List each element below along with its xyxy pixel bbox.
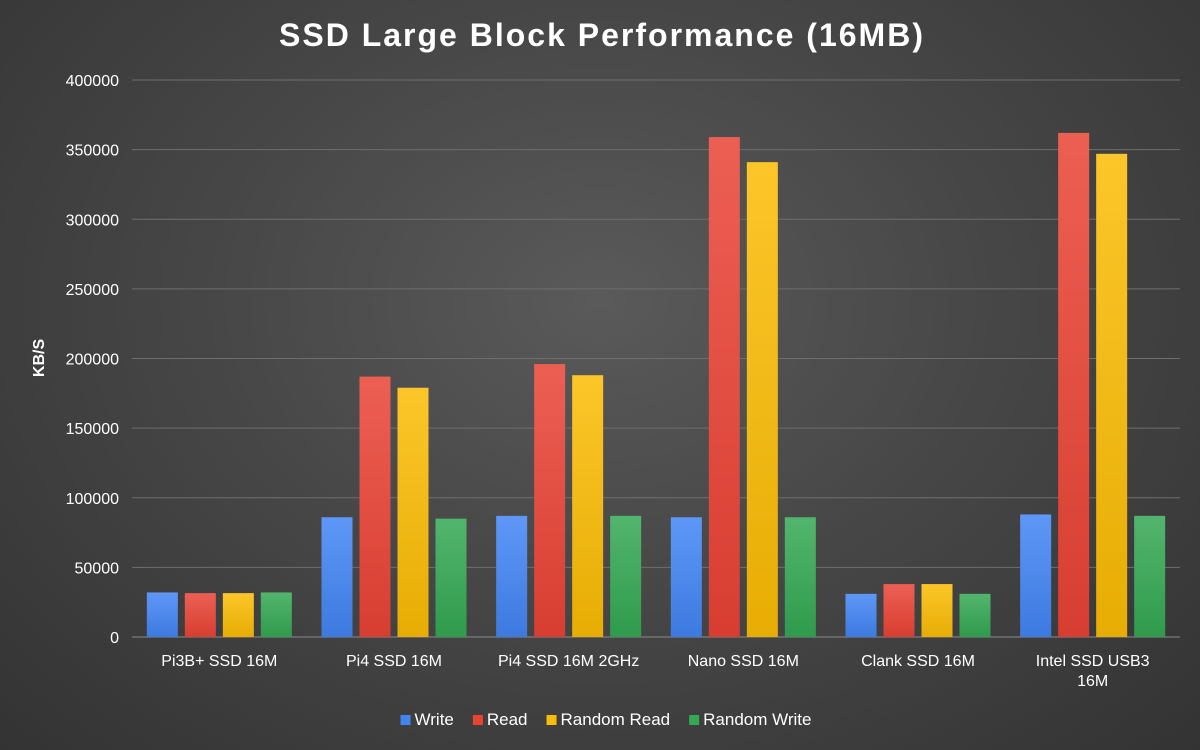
chart-title: SSD Large Block Performance (16MB) [279, 17, 925, 53]
gridlines [132, 79, 1180, 638]
x-axis-ticks: Pi3B+ SSD 16M Pi4 SSD 16M Pi4 SSD 16M 2GHz… [161, 653, 1149, 690]
bar-write [146, 592, 178, 637]
bar-group [146, 592, 292, 637]
y-axis-label: KB/S [31, 339, 48, 378]
bar-random-read [397, 387, 429, 637]
y-tick-label: 250000 [66, 282, 119, 299]
bar-random-read [746, 162, 778, 637]
legend: Write Read Random Read Random Write [400, 710, 811, 729]
y-tick-label: 0 [110, 630, 119, 647]
bar-random-read [572, 375, 604, 637]
y-axis-ticks: 0 50000 100000 150000 200000 250000 300000 3500… [66, 73, 119, 647]
bar-read [1058, 132, 1090, 638]
bars [146, 132, 1166, 638]
legend-label: Write [415, 710, 454, 729]
y-tick-label: 350000 [66, 143, 119, 160]
bar-random-write [435, 518, 467, 637]
bar-random-write [260, 592, 292, 637]
bar-group [845, 584, 991, 637]
y-tick-label: 50000 [75, 560, 120, 577]
bar-group [321, 376, 467, 637]
legend-label: Random Write [703, 710, 811, 729]
bar-group [496, 364, 642, 637]
legend-swatch [472, 715, 483, 725]
legend-item: Random Read [546, 710, 671, 729]
legend-item: Write [400, 710, 454, 729]
bar-read [534, 364, 566, 637]
bar-write [845, 593, 877, 637]
legend-item: Read [472, 710, 528, 729]
x-tick-label: Pi4 SSD 16M [346, 653, 442, 670]
y-tick-label: 200000 [66, 352, 119, 369]
x-tick-label: Nano SSD 16M [688, 653, 799, 670]
legend-label: Read [487, 710, 528, 729]
bar-write [496, 515, 528, 637]
bar-random-read [921, 584, 953, 637]
legend-label: Random Read [561, 710, 671, 729]
bar-write [670, 517, 702, 637]
bar-random-read [1096, 153, 1128, 638]
x-tick-label: Pi3B+ SSD 16M [161, 653, 277, 670]
x-tick-label: Clank SSD 16M [861, 653, 975, 670]
y-tick-label: 300000 [66, 212, 119, 229]
legend-item: Random Write [689, 710, 811, 729]
bar-random-write [1134, 515, 1166, 637]
y-tick-label: 400000 [66, 73, 119, 90]
bar-random-write [959, 593, 991, 637]
x-tick-label: Intel SSD USB3 16M [1036, 653, 1150, 690]
bar-write [321, 517, 353, 637]
x-tick-label: Pi4 SSD 16M 2GHz [498, 653, 639, 670]
bar-random-write [610, 515, 642, 637]
bar-write [1020, 514, 1052, 637]
bar-read [359, 376, 391, 637]
y-tick-label: 150000 [66, 421, 119, 438]
bar-random-write [784, 517, 816, 637]
y-tick-label: 100000 [66, 491, 119, 508]
bar-read [184, 593, 216, 637]
bar-read [883, 584, 915, 637]
bar-random-read [222, 593, 254, 637]
bar-group [1020, 132, 1166, 638]
legend-swatch [689, 715, 700, 725]
bar-group [670, 137, 816, 637]
legend-swatch [400, 715, 411, 725]
legend-swatch [546, 715, 557, 725]
bar-read [708, 137, 740, 637]
